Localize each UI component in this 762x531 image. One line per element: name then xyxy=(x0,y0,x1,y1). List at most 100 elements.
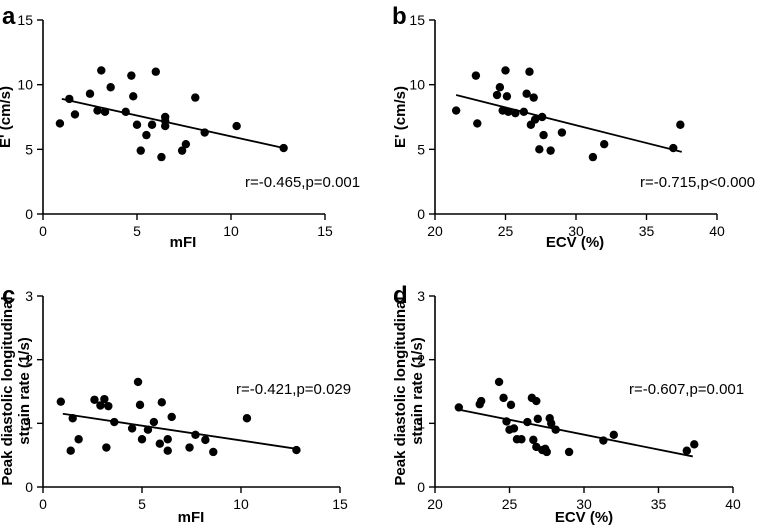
data-point xyxy=(529,93,538,102)
data-point xyxy=(133,377,143,387)
data-point xyxy=(682,446,692,455)
x-tick-label: 5 xyxy=(138,496,146,512)
data-point xyxy=(56,397,66,406)
data-point xyxy=(522,89,531,98)
y-tick-label: 0 xyxy=(25,479,33,495)
y-tick-label: 0 xyxy=(417,479,425,495)
data-point xyxy=(70,110,80,119)
data-point xyxy=(690,440,699,449)
data-point xyxy=(609,430,618,439)
y-axis-title: Peak diastolic longitudinalstrain rate (… xyxy=(392,296,426,485)
x-tick-label: 35 xyxy=(651,496,667,512)
data-point xyxy=(530,115,540,124)
data-point xyxy=(517,435,526,444)
y-axis-title: E' (cm/s) xyxy=(392,86,409,148)
data-point xyxy=(502,417,511,426)
data-point xyxy=(96,401,105,410)
y-axis-title-line: strain rate (1/s) xyxy=(409,337,426,445)
data-point xyxy=(200,128,209,137)
data-point xyxy=(129,92,138,101)
panel-a: a 0 5 10 15 0 5 10 15 mFI E' (cm/s) r=-0.465,p=0.00… xyxy=(0,3,360,251)
y-tick-label: 3 xyxy=(417,288,425,304)
data-point xyxy=(106,83,115,92)
data-point xyxy=(551,425,560,434)
data-point xyxy=(529,435,538,445)
data-point xyxy=(90,395,99,404)
data-point xyxy=(185,443,194,452)
y-tick-label: 15 xyxy=(17,12,33,28)
x-tick-label: 15 xyxy=(317,223,333,239)
data-point xyxy=(121,107,130,117)
y-axis-title-line: strain rate (1/s) xyxy=(16,337,33,445)
data-point xyxy=(509,424,519,433)
regression-line xyxy=(62,412,297,450)
data-point xyxy=(532,396,541,406)
data-point xyxy=(137,435,147,444)
data-point xyxy=(55,119,65,128)
data-point xyxy=(476,396,486,406)
y-tick-label: 0 xyxy=(25,206,33,222)
data-point xyxy=(547,419,556,428)
data-point xyxy=(499,393,508,403)
data-point xyxy=(167,412,176,422)
data-point xyxy=(151,67,160,76)
data-point xyxy=(147,120,157,129)
data-point xyxy=(451,106,461,115)
data-point xyxy=(242,414,252,423)
data-point xyxy=(501,66,510,75)
data-point xyxy=(132,120,142,129)
y-tick-label: 2 xyxy=(25,352,33,368)
y-axis-title-line: Peak diastolic longitudinal xyxy=(392,296,409,485)
panel-letter: d xyxy=(393,282,408,309)
data-point xyxy=(535,145,544,154)
data-point xyxy=(74,435,83,444)
data-point xyxy=(97,66,106,75)
y-tick-label: 3 xyxy=(25,288,33,304)
data-point xyxy=(494,377,504,387)
data-point xyxy=(100,107,110,117)
data-point xyxy=(161,121,170,131)
data-point xyxy=(110,417,119,427)
data-point xyxy=(557,128,567,137)
x-tick-label: 40 xyxy=(709,223,725,239)
x-tick-label: 20 xyxy=(427,496,443,512)
data-point xyxy=(232,121,241,131)
panel-d: d 20 25 30 35 40 0 1 2 3 ECV (%) Peak diastolic lon… xyxy=(392,282,744,526)
y-axis-title: E' (cm/s) xyxy=(0,86,14,148)
data-point xyxy=(85,89,95,98)
data-point xyxy=(542,447,551,457)
y-tick-label: 1 xyxy=(25,415,33,431)
data-point xyxy=(279,143,288,153)
x-tick-label: 35 xyxy=(639,223,655,239)
data-point xyxy=(599,436,608,445)
data-point xyxy=(669,143,678,153)
data-point xyxy=(191,430,200,439)
data-point xyxy=(533,414,543,424)
data-point xyxy=(65,94,74,104)
data-point xyxy=(149,417,159,427)
y-tick-label: 5 xyxy=(25,141,33,157)
x-axis-title: ECV (%) xyxy=(555,509,613,526)
regression-line xyxy=(61,98,284,149)
data-point xyxy=(676,120,685,129)
x-tick-label: 0 xyxy=(39,496,47,512)
data-point xyxy=(104,401,113,411)
regression-line xyxy=(457,408,693,458)
y-tick-label: 2 xyxy=(417,352,425,368)
x-tick-label: 5 xyxy=(133,223,141,239)
data-point xyxy=(102,443,111,452)
data-point xyxy=(537,112,547,122)
data-point xyxy=(181,139,191,149)
data-point xyxy=(502,92,512,101)
data-point xyxy=(292,445,301,455)
x-tick-label: 15 xyxy=(332,496,348,512)
y-tick-label: 5 xyxy=(417,141,425,157)
correlation-annotation: r=-0.421,p=0.029 xyxy=(236,381,351,398)
data-point xyxy=(157,152,166,162)
data-point xyxy=(143,425,153,434)
data-point xyxy=(93,106,102,115)
data-point xyxy=(511,108,520,118)
panel-c: c 0 5 10 15 0 1 2 3 mFI Peak diastolic longitudina… xyxy=(0,282,351,526)
data-point xyxy=(525,67,534,76)
data-point xyxy=(163,446,172,455)
